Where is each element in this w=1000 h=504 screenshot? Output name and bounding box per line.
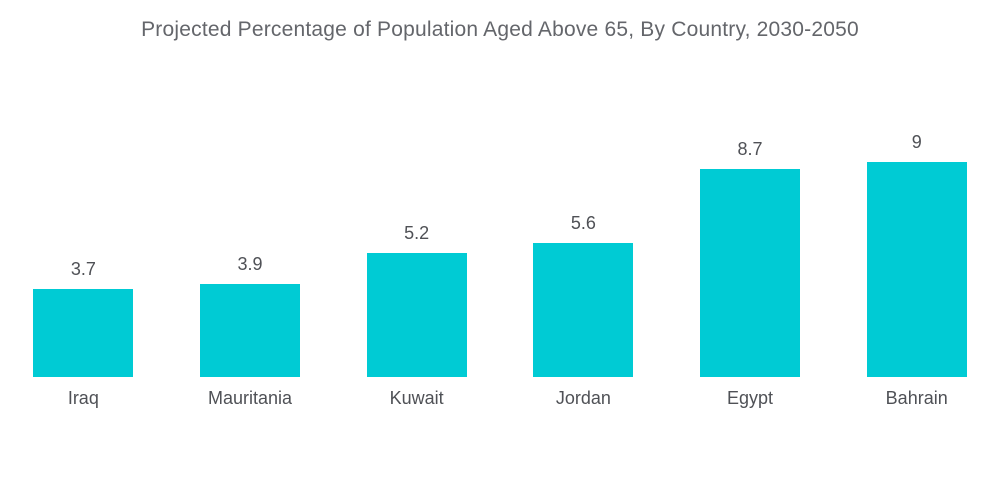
bar-group: 8.7 — [667, 139, 834, 377]
bar-group: 5.6 — [500, 213, 667, 377]
category-label: Kuwait — [389, 388, 444, 408]
category-label: Mauritania — [207, 388, 293, 408]
bar — [700, 169, 801, 377]
bar-group: 3.9 — [167, 254, 334, 377]
bar-value-label: 3.9 — [237, 254, 263, 274]
category-axis: Iraq Mauritania Kuwait Jordan Egypt Bahrain — [0, 388, 1000, 409]
bar-group: 3.7 — [0, 259, 167, 377]
bar-group: 5.2 — [333, 223, 500, 377]
category-label: Bahrain — [885, 388, 948, 408]
category-label: Jordan — [555, 388, 611, 408]
bar — [33, 289, 134, 377]
bar-value-label: 5.6 — [570, 213, 596, 233]
bars-row: 3.7 3.9 5.2 5.6 8.7 9 — [0, 127, 1000, 377]
bar — [200, 284, 300, 377]
chart-title: Projected Percentage of Population Aged … — [141, 18, 859, 41]
bar-value-label: 9 — [911, 132, 922, 152]
category-label: Egypt — [727, 388, 774, 408]
category-label: Iraq — [67, 388, 99, 408]
bar-group: 9 — [833, 132, 1000, 377]
bar — [866, 162, 967, 377]
bar-value-label: 8.7 — [737, 139, 763, 159]
bar-value-label: 5.2 — [404, 223, 430, 243]
bar-value-label: 3.7 — [70, 259, 96, 279]
bar — [533, 243, 634, 377]
bar — [366, 253, 467, 377]
